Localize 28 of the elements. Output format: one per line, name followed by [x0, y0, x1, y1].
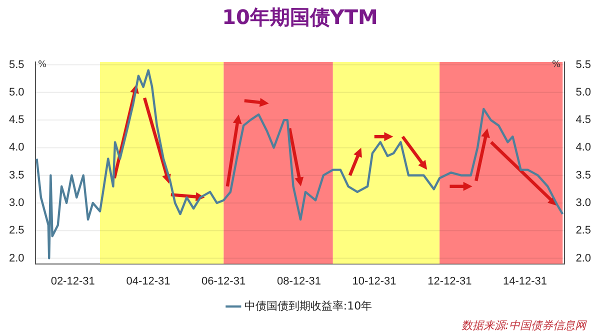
- y2-tick-label: 5.0: [576, 86, 592, 98]
- y2-tick-label: 4.0: [576, 142, 592, 154]
- x-tick-label: 02-12-31: [50, 275, 95, 288]
- y2-tick-label: 2.0: [576, 252, 592, 264]
- x-tick-label: 14-12-31: [502, 275, 548, 288]
- y-tick-label: 3.5: [8, 169, 24, 182]
- x-tick-label: 12-12-31: [428, 275, 472, 288]
- y-tick-label: 3.0: [8, 197, 24, 210]
- x-tick-label: 08-12-31: [276, 275, 321, 288]
- y2-tick-label: 3.5: [576, 169, 592, 182]
- y-tick-label: 2.0: [8, 252, 24, 264]
- legend-label: 中债国债到期收益率:10年: [244, 299, 372, 312]
- y2-tick-label: 4.5: [576, 114, 592, 126]
- chart-title: 10年期国债YTM: [221, 4, 379, 31]
- x-tick-label: 04-12-31: [126, 275, 170, 288]
- y2-tick-label: 3.0: [576, 197, 592, 210]
- y-tick-label: 4.5: [8, 114, 24, 126]
- source-note: 数据来源:中国债券信息网: [461, 318, 586, 333]
- y2-axis-title: %: [552, 60, 561, 70]
- y-tick-label: 4.0: [8, 142, 24, 154]
- y2-tick-label: 2.5: [576, 224, 592, 237]
- y-tick-label: 5.5: [8, 58, 24, 71]
- y-tick-label: 2.5: [8, 224, 24, 237]
- y2-tick-label: 5.5: [576, 58, 592, 71]
- y-tick-label: 5.0: [8, 86, 24, 98]
- y-axis-title: %: [38, 60, 47, 70]
- x-tick-label: 06-12-31: [202, 275, 246, 288]
- x-tick-label: 10-12-31: [352, 275, 396, 288]
